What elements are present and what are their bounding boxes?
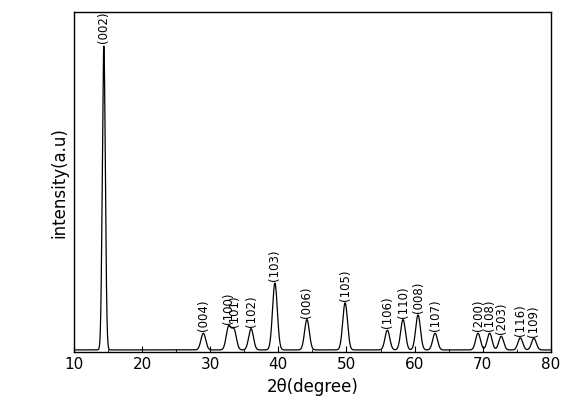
Text: (008): (008) [412,282,424,313]
Text: (006): (006) [300,286,314,318]
Text: (109): (109) [528,305,540,337]
Text: (116): (116) [514,304,527,336]
Text: (108): (108) [483,300,496,331]
Y-axis label: intensity(a.u): intensity(a.u) [51,127,68,238]
X-axis label: 2θ(degree): 2θ(degree) [266,378,358,396]
Text: (200): (200) [471,300,485,331]
Text: (103): (103) [269,250,281,281]
Text: (106): (106) [381,297,394,328]
Text: (203): (203) [495,303,508,335]
Text: (100): (100) [222,292,235,324]
Text: (101): (101) [228,295,240,327]
Text: (002): (002) [97,11,110,43]
Text: (110): (110) [396,286,410,318]
Text: (105): (105) [339,269,352,301]
Text: (102): (102) [245,295,257,327]
Text: (107): (107) [429,300,441,331]
Text: (004): (004) [197,300,210,331]
